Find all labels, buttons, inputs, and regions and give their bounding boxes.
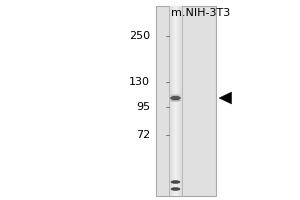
Bar — [181, 6, 182, 196]
Bar — [169, 6, 170, 196]
Text: 250: 250 — [129, 31, 150, 41]
Bar — [180, 6, 181, 196]
Bar — [172, 6, 173, 196]
Bar — [177, 6, 178, 196]
Bar — [156, 6, 216, 196]
Polygon shape — [219, 92, 232, 104]
Text: 130: 130 — [129, 77, 150, 87]
Ellipse shape — [171, 187, 180, 191]
Bar — [178, 6, 179, 196]
Bar — [170, 6, 171, 196]
Ellipse shape — [170, 94, 181, 96]
Text: 95: 95 — [136, 102, 150, 112]
Bar — [176, 6, 177, 196]
Bar — [173, 6, 174, 196]
Bar — [175, 6, 176, 196]
Text: m.NIH-3T3: m.NIH-3T3 — [171, 8, 231, 18]
Bar — [179, 6, 180, 196]
Ellipse shape — [170, 96, 181, 100]
Text: 72: 72 — [136, 130, 150, 140]
Ellipse shape — [170, 99, 181, 102]
Bar — [174, 6, 175, 196]
Bar — [171, 6, 172, 196]
Ellipse shape — [171, 180, 180, 184]
